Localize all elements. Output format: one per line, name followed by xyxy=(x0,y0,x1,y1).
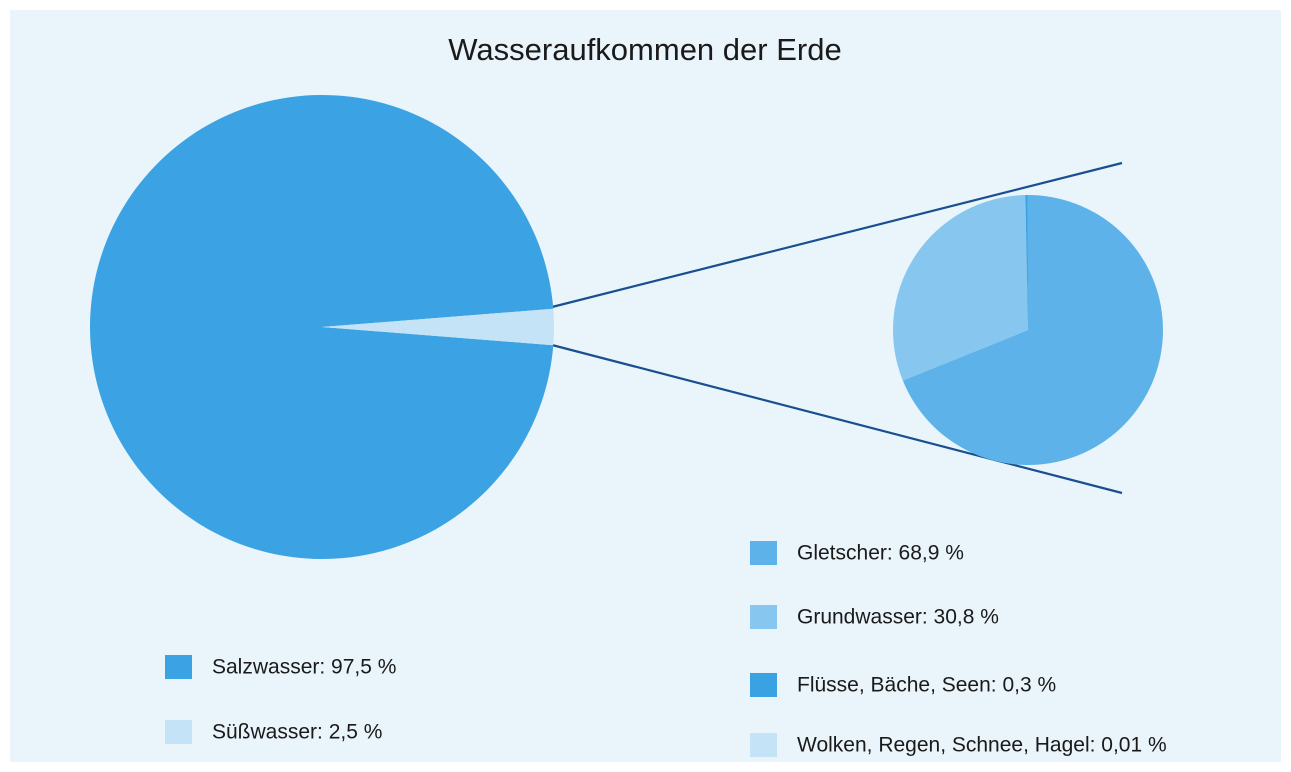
legend-swatch xyxy=(750,733,777,757)
legend-label: Flüsse, Bäche, Seen: 0,3 % xyxy=(797,674,1056,697)
legend-label: Gletscher: 68,9 % xyxy=(797,542,964,565)
legend-label: Salzwasser: 97,5 % xyxy=(212,656,396,679)
connector-line xyxy=(551,343,1123,495)
legend-swatch xyxy=(165,655,192,679)
legend-swatch xyxy=(750,673,777,697)
pie-slice xyxy=(902,195,1163,465)
chart-title: Wasseraufkommen der Erde xyxy=(448,32,841,67)
pie-slice xyxy=(90,94,554,559)
legend-swatch xyxy=(165,720,192,744)
pie-slice xyxy=(892,195,1028,381)
legend-label: Süßwasser: 2,5 % xyxy=(212,721,382,744)
connector-line xyxy=(551,161,1123,309)
pie-slice xyxy=(322,308,555,346)
pie-slice xyxy=(1025,195,1028,330)
legend-swatch xyxy=(750,605,777,629)
legend-label: Grundwasser: 30,8 % xyxy=(797,606,999,629)
legend-swatch xyxy=(750,541,777,565)
legend-label: Wolken, Regen, Schnee, Hagel: 0,01 % xyxy=(797,734,1167,757)
